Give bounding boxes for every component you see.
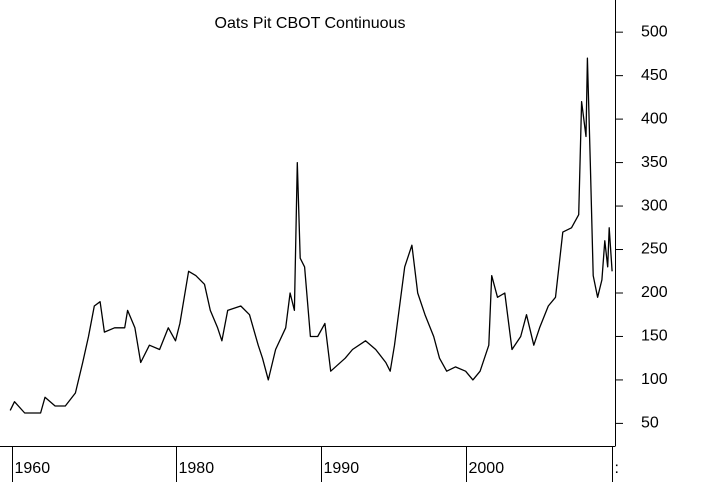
y-tick-label: 250: [641, 241, 668, 258]
y-tick-label: 50: [641, 415, 659, 432]
price-line: [9, 57, 613, 414]
y-tick-label: 100: [641, 371, 668, 388]
y-tick-label: 150: [641, 328, 668, 345]
y-tick-label: 400: [641, 110, 668, 127]
x-tick-label: 1980: [179, 460, 215, 477]
y-tick-label: 450: [641, 67, 668, 84]
x-tick-label: 1960: [15, 460, 51, 477]
x-tick-label: 1990: [324, 460, 360, 477]
y-tick-label: 500: [641, 23, 668, 40]
x-tick-label: :: [615, 460, 619, 477]
y-tick-label: 350: [641, 154, 668, 171]
y-tick-label: 300: [641, 197, 668, 214]
x-tick-label: 2000: [469, 460, 505, 477]
chart-title: Oats Pit CBOT Continuous: [215, 15, 406, 32]
y-tick-label: 200: [641, 284, 668, 301]
